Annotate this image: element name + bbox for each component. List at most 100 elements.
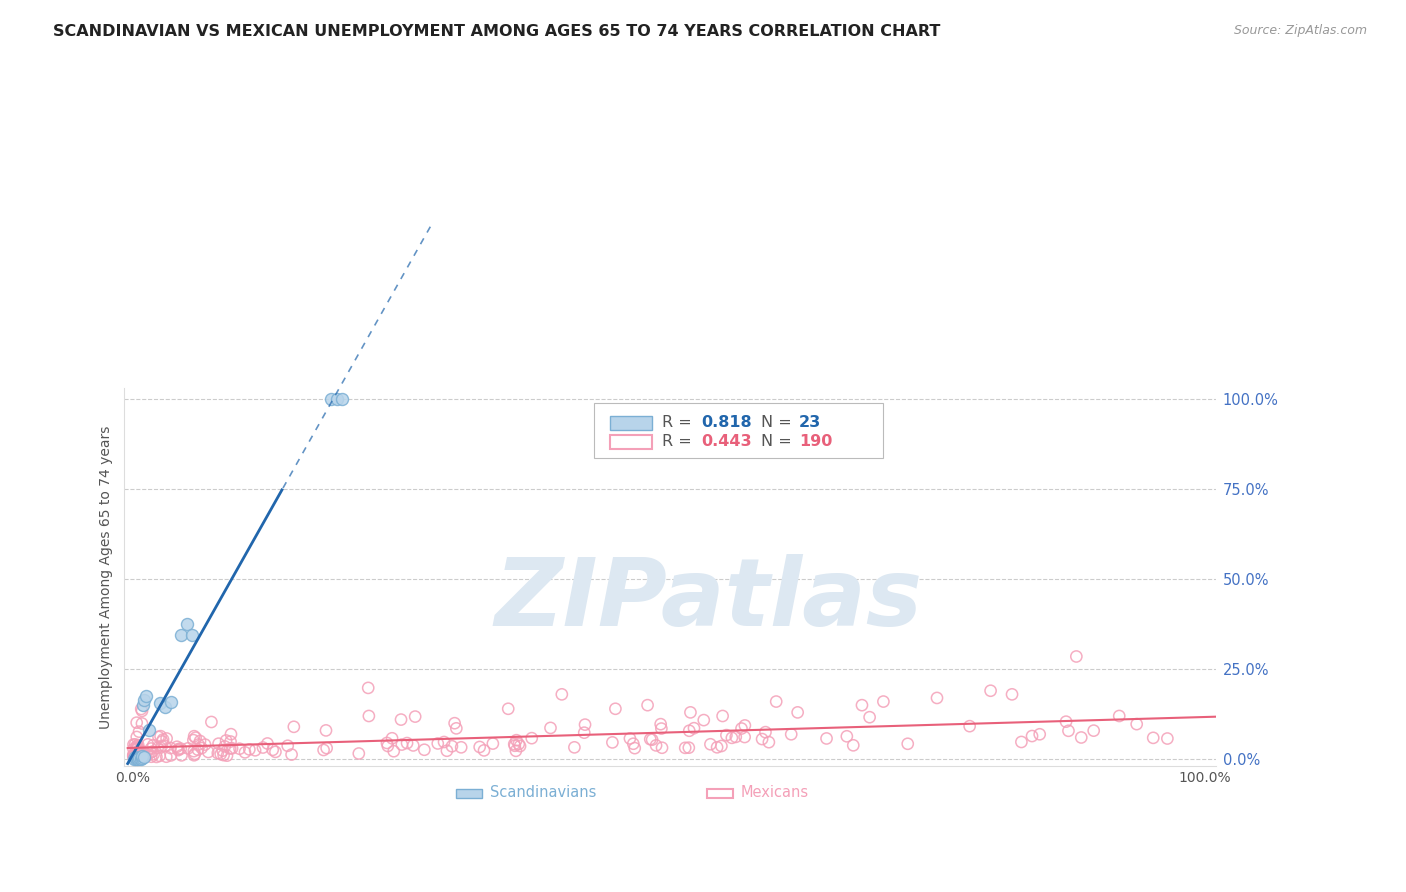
Point [170,741,193,756]
Point [679,706,702,720]
Point [138,723,160,738]
Point [1028,727,1050,741]
Point [264,745,287,759]
Point [142,738,165,752]
Point [131,704,153,718]
Point [135,689,157,703]
Point [127,749,149,764]
Point [678,740,700,755]
Point [315,723,337,738]
Point [181,628,204,642]
Point [1066,649,1088,664]
Point [176,617,198,632]
Point [751,732,773,747]
Point [357,681,380,695]
Point [482,737,505,751]
Text: 0.443: 0.443 [702,434,752,449]
Point [256,736,278,750]
Point [129,702,152,716]
Point [765,694,787,708]
Point [651,740,673,755]
Point [503,739,526,753]
Point [136,737,159,751]
Point [413,743,436,757]
Point [508,737,530,751]
Point [207,746,229,760]
Point [150,734,173,748]
Point [125,715,148,730]
Point [212,748,235,763]
Point [321,392,343,406]
Point [540,721,562,735]
Point [207,737,229,751]
Point [219,727,242,741]
Point [125,739,148,753]
Point [623,741,645,756]
Point [128,742,150,756]
Text: R =: R = [662,415,697,430]
Point [160,748,183,763]
Point [167,742,190,756]
Point [391,738,413,752]
Point [693,713,716,727]
Point [122,747,145,762]
Point [683,721,706,735]
Point [1125,717,1147,731]
Point [842,739,865,753]
Point [131,747,153,762]
Point [503,737,526,751]
Point [125,750,148,764]
Point [1156,731,1178,746]
Point [574,717,596,731]
Point [141,745,163,759]
Point [122,751,145,765]
Point [125,741,148,756]
Point [127,747,149,761]
Point [650,722,672,736]
Point [641,732,664,747]
Point [436,744,458,758]
Point [959,719,981,733]
Point [125,742,148,756]
Point [152,732,174,747]
Point [925,690,948,705]
Text: ZIPatlas: ZIPatlas [495,554,922,646]
Point [734,718,756,732]
Point [564,740,586,755]
Point [209,747,232,761]
Point [262,743,284,757]
Point [1108,709,1130,723]
Point [396,736,419,750]
Point [673,740,696,755]
Point [141,749,163,764]
Point [347,747,370,761]
Point [131,698,153,713]
Point [375,736,398,750]
Point [142,747,165,762]
Point [402,739,425,753]
Point [574,725,596,739]
Point [124,750,146,764]
Point [215,733,238,747]
Point [167,743,190,757]
Point [758,735,780,749]
Point [357,709,380,723]
Point [754,725,776,739]
Point [131,716,153,731]
Point [132,749,155,764]
Point [440,739,463,754]
Text: N =: N = [761,415,797,430]
Point [619,731,641,746]
Point [710,739,733,753]
Point [450,740,472,755]
Point [184,747,207,761]
Point [131,744,153,758]
Point [155,749,177,764]
Point [706,740,728,755]
Point [125,746,148,760]
Point [312,743,335,757]
Point [859,710,882,724]
Point [131,747,153,761]
Point [520,731,543,746]
Point [433,735,456,749]
